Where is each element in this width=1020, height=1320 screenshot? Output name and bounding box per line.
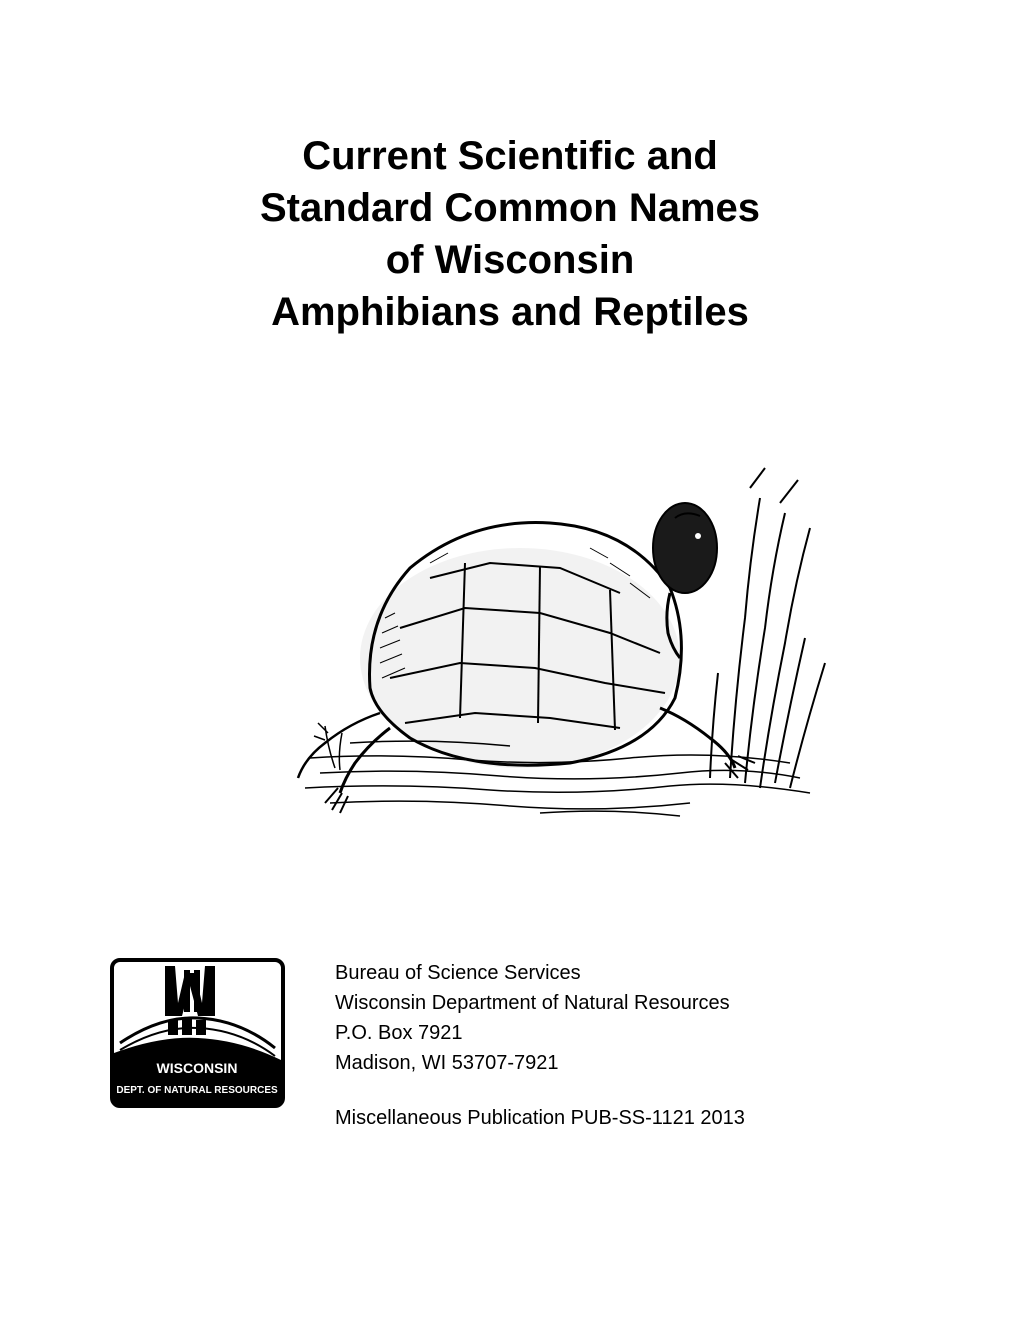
document-page: Current Scientific and Standard Common N…: [0, 0, 1020, 1320]
turtle-illustration-icon: [290, 418, 850, 838]
title-line-2: Standard Common Names: [100, 182, 920, 234]
title-line-3: of Wisconsin: [100, 234, 920, 286]
publication-number: Miscellaneous Publication PUB-SS-1121 20…: [335, 1103, 745, 1133]
address-block: Bureau of Science Services Wisconsin Dep…: [335, 958, 745, 1078]
illustration-container: [220, 418, 920, 838]
logo-text-top: WISCONSIN: [157, 1060, 238, 1076]
address-line-1: Bureau of Science Services: [335, 958, 745, 988]
footer-section: WISCONSIN DEPT. OF NATURAL RESOURCES Bur…: [100, 958, 920, 1133]
title-line-4: Amphibians and Reptiles: [100, 286, 920, 338]
address-line-4: Madison, WI 53707-7921: [335, 1048, 745, 1078]
logo-text-bottom: DEPT. OF NATURAL RESOURCES: [116, 1085, 278, 1096]
title-line-1: Current Scientific and: [100, 130, 920, 182]
document-title: Current Scientific and Standard Common N…: [100, 130, 920, 338]
address-line-3: P.O. Box 7921: [335, 1018, 745, 1048]
wisconsin-dnr-logo-icon: WISCONSIN DEPT. OF NATURAL RESOURCES: [110, 958, 285, 1108]
dnr-logo: WISCONSIN DEPT. OF NATURAL RESOURCES: [110, 958, 285, 1108]
publication-info: Bureau of Science Services Wisconsin Dep…: [335, 958, 745, 1133]
address-line-2: Wisconsin Department of Natural Resource…: [335, 988, 745, 1018]
